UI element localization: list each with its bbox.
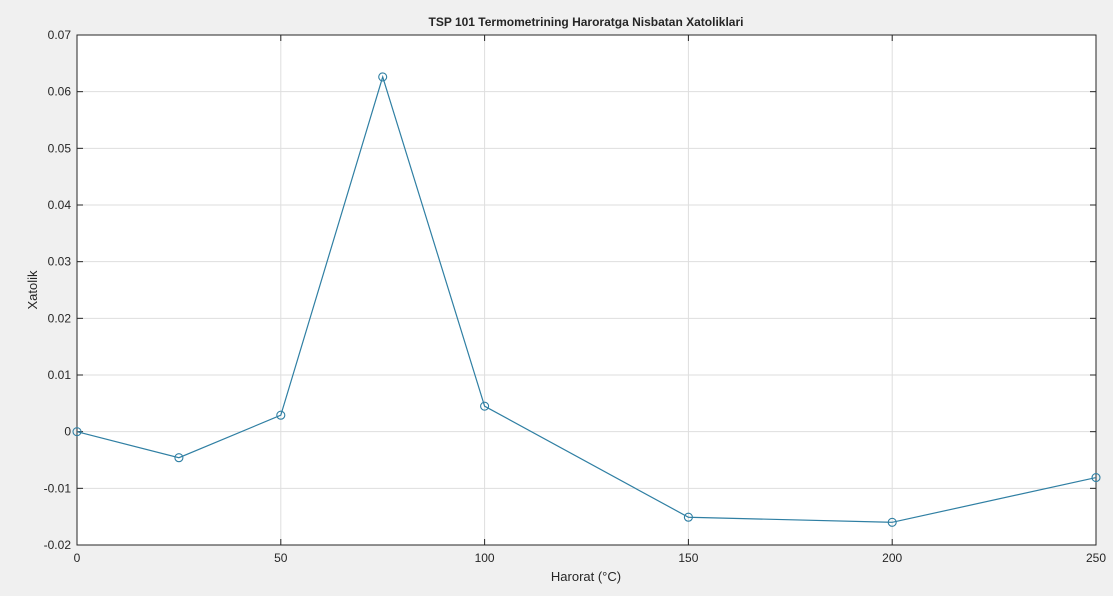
- axes-box: [76, 34, 1097, 546]
- x-axis-label: Harorat (°C): [551, 569, 621, 584]
- data-point-marker: [683, 512, 693, 522]
- x-tick-label: 100: [475, 551, 495, 565]
- x-ticks: 0 50 100 150 200 250: [74, 35, 1106, 565]
- y-tick-label: 0.05: [48, 141, 72, 155]
- data-point-marker: [887, 517, 897, 527]
- y-tick-label: 0.07: [48, 28, 72, 42]
- data-point-marker: [1091, 473, 1101, 483]
- series-line: [76, 74, 1097, 523]
- x-tick-label: 50: [274, 551, 288, 565]
- x-tick-label: 250: [1086, 551, 1106, 565]
- data-point-marker: [174, 453, 184, 463]
- data-point-marker: [480, 401, 490, 411]
- series-group: [72, 72, 1101, 527]
- x-tick-label: 200: [882, 551, 902, 565]
- plot-area: [77, 35, 1096, 545]
- data-point-marker: [276, 410, 286, 420]
- data-point-marker: [378, 72, 388, 82]
- y-tick-label: -0.01: [44, 481, 72, 495]
- x-tick-label: 0: [74, 551, 81, 565]
- y-tick-label: -0.02: [44, 538, 72, 552]
- y-axis-label: Xatolik: [25, 270, 40, 310]
- y-ticks: -0.02 -0.01 0 0.01 0.02 0.03 0.04 0.05 0.06 0.07: [44, 28, 1096, 552]
- y-tick-label: 0.01: [48, 368, 72, 382]
- y-tick-label: 0.03: [48, 255, 72, 269]
- y-tick-label: 0.04: [48, 198, 72, 212]
- data-point-marker: [72, 427, 82, 437]
- x-tick-label: 150: [678, 551, 698, 565]
- y-tick-label: 0.06: [48, 85, 72, 99]
- chart-title: TSP 101 Termometrining Haroratga Nisbata…: [429, 15, 744, 29]
- y-tick-label: 0.02: [48, 311, 72, 325]
- y-tick-label: 0: [64, 425, 71, 439]
